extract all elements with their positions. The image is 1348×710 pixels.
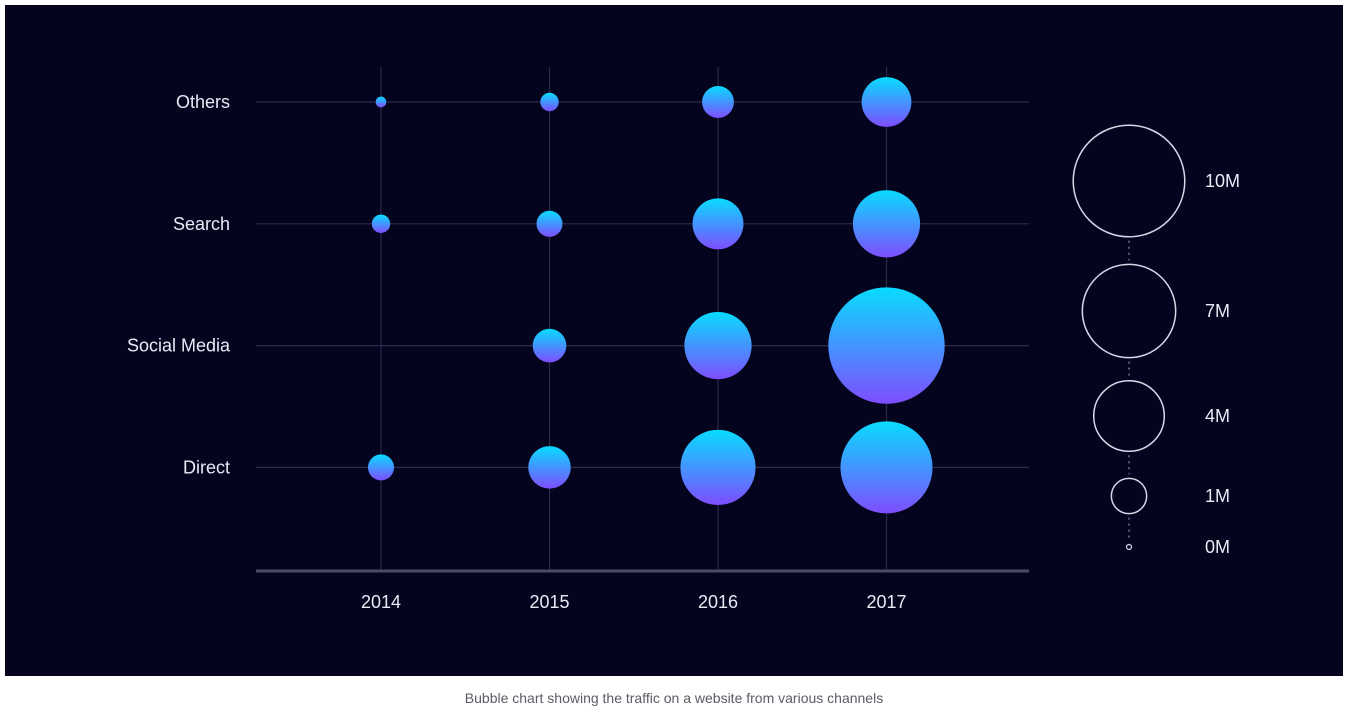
- size-legend-circle: [1072, 124, 1186, 238]
- bubble-direct-2017: [840, 421, 933, 514]
- bubble-social-media-2017: [828, 287, 945, 404]
- bubble-others-2017: [861, 77, 912, 127]
- bubble-social-media-2015: [532, 328, 567, 363]
- bubble-search-2014: [371, 214, 391, 234]
- bubble-others-2016: [702, 86, 734, 118]
- x-tick-label: 2015: [529, 592, 569, 612]
- bubble-social-media-2016: [684, 312, 752, 380]
- x-tick-label: 2016: [698, 592, 738, 612]
- chart-caption: Bubble chart showing the traffic on a we…: [464, 690, 884, 706]
- y-category-label: Direct: [183, 457, 230, 477]
- y-category-label: Social Media: [127, 336, 231, 356]
- x-tick-label: 2014: [361, 592, 401, 612]
- size-legend-circle: [1092, 379, 1166, 453]
- size-legend-circle: [1081, 263, 1177, 359]
- size-legend-label: 7M: [1205, 301, 1230, 321]
- size-legend-label: 0M: [1205, 537, 1230, 557]
- bubble-search-2017: [852, 190, 921, 258]
- bubble-search-2015: [536, 210, 563, 237]
- chart-panel: 2014 2015 2016 2017 Others Search Social Media…: [5, 5, 1343, 676]
- size-legend-circle: [1110, 477, 1148, 515]
- bubble-others-2014: [375, 96, 387, 108]
- bubble-others-2015: [540, 92, 559, 112]
- size-legend-label: 10M: [1205, 171, 1240, 191]
- bubble-direct-2015: [528, 446, 571, 489]
- bubble-chart: 2014 2015 2016 2017 Others Search Social Media…: [127, 67, 1240, 612]
- x-tick-label: 2017: [866, 592, 906, 612]
- bubble-direct-2014: [367, 454, 395, 481]
- size-legend-label: 4M: [1205, 406, 1230, 426]
- bubble-direct-2016: [680, 429, 756, 505]
- y-category-label: Search: [173, 214, 230, 234]
- size-legend-circle: [1125, 543, 1133, 551]
- size-legend-label: 1M: [1205, 486, 1230, 506]
- bubble-search-2016: [692, 198, 744, 250]
- y-category-label: Others: [176, 92, 230, 112]
